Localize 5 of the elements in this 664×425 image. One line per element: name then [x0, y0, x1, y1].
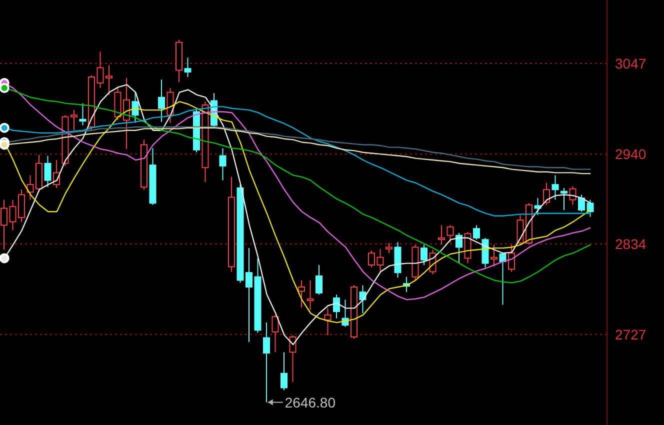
annotation: 2646.80: [284, 394, 336, 410]
y-tick-label: 2940: [615, 146, 646, 162]
y-tick-label: 2834: [615, 236, 646, 252]
y-tick-label: 3047: [615, 55, 646, 72]
y-tick-label: 2727: [615, 326, 646, 342]
